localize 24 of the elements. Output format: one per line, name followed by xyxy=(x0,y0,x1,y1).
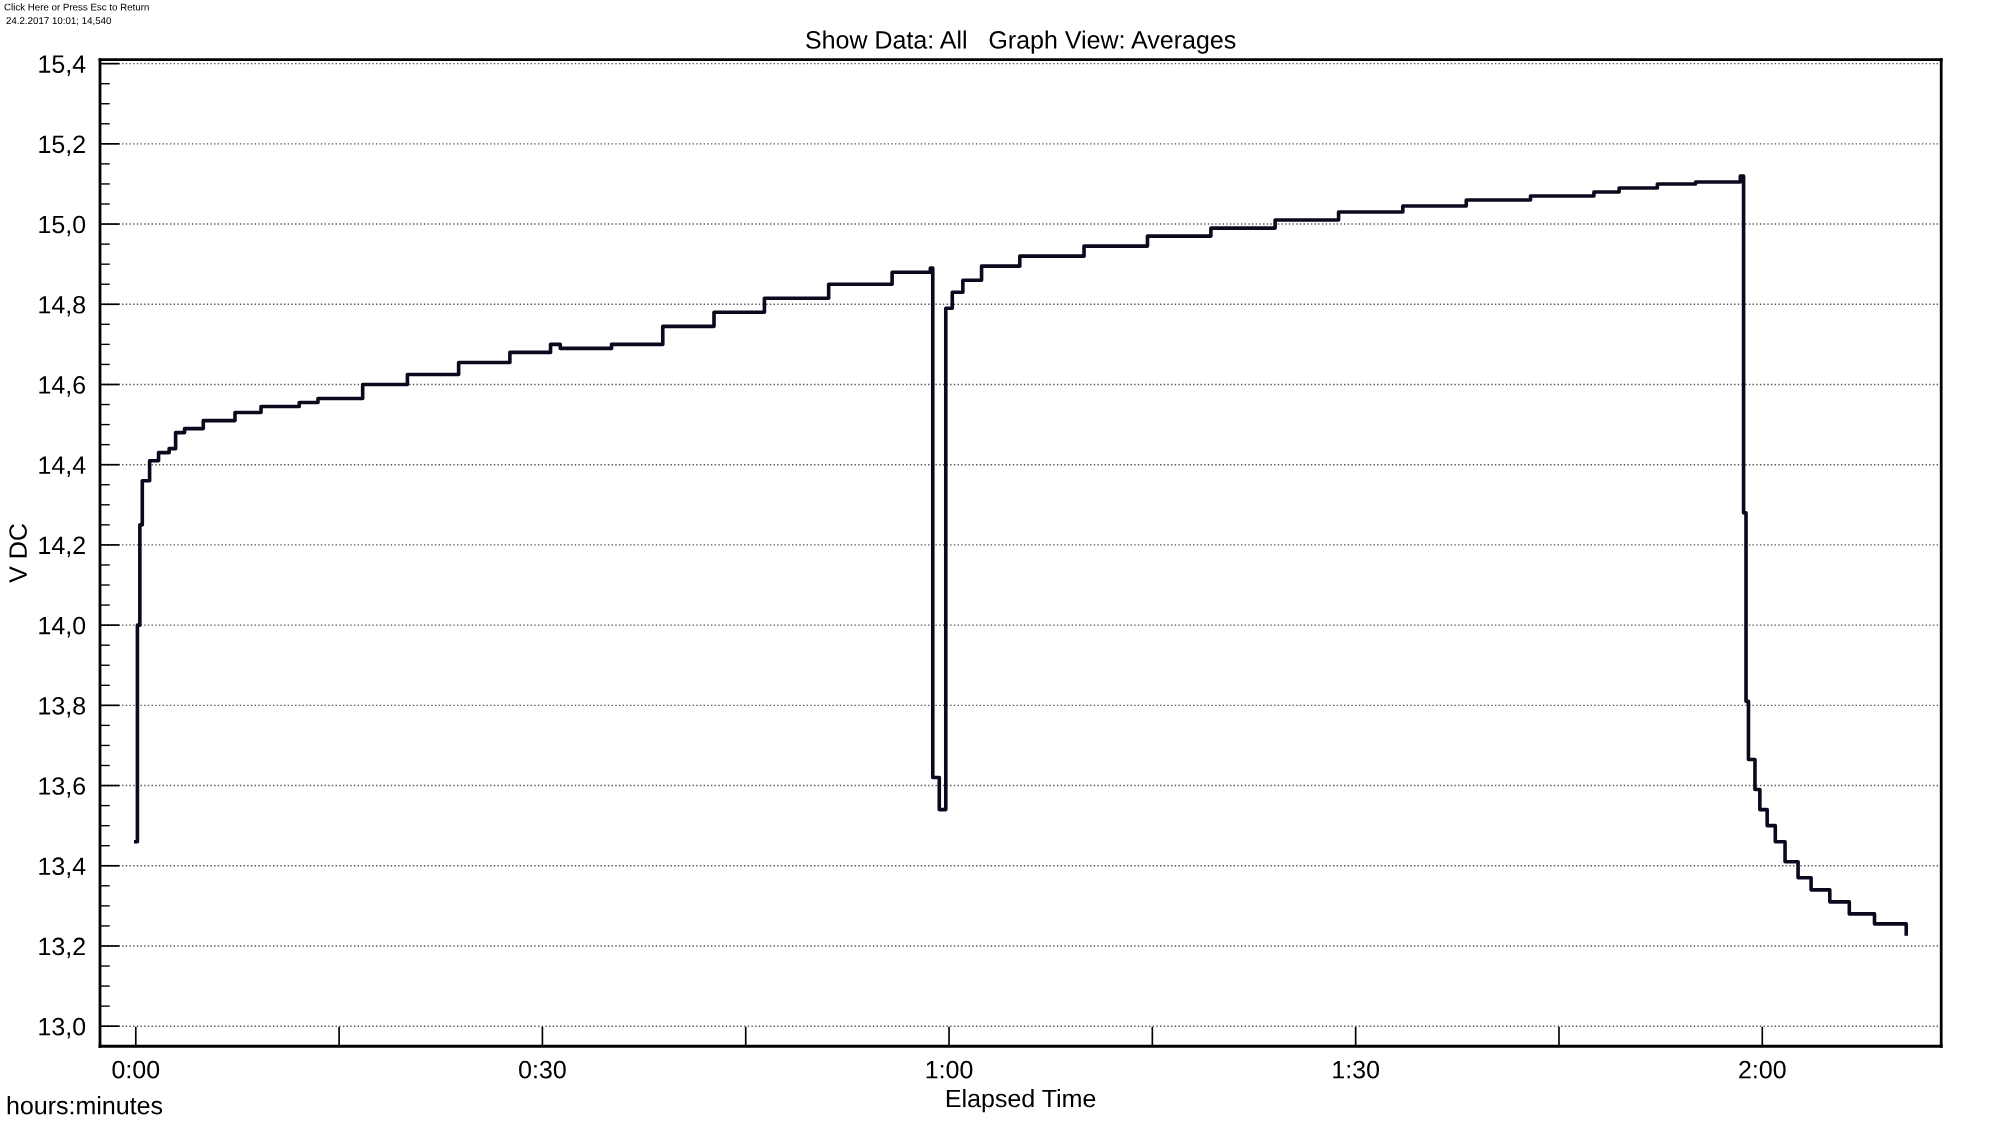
y-tick-label: 15,4 xyxy=(39,55,86,76)
y-tick-label: 14,0 xyxy=(39,616,86,638)
x-tick-label: 2:00 xyxy=(1739,1060,1786,1079)
text: 24.2.2017 10:01; 14,540 xyxy=(6,17,112,26)
x-tick-label: 1:30 xyxy=(1333,1060,1380,1079)
chart-title: Show Data: All Graph View: Averages xyxy=(806,30,1236,54)
y-tick-label: 14,2 xyxy=(39,536,85,558)
y-tick-label: 15,2 xyxy=(39,135,85,157)
y-tick-label: 13,8 xyxy=(39,696,86,718)
text: Click Here or Press Esc to Return xyxy=(4,3,149,11)
y-tick-label: 15,0 xyxy=(39,215,86,237)
text: hours:minutes xyxy=(7,1096,163,1115)
x-tick-label: 1:00 xyxy=(926,1060,973,1079)
y-tick-label: 13,4 xyxy=(39,857,86,879)
y-tick-label: 14,8 xyxy=(39,295,86,317)
y-tick-label: 13,0 xyxy=(39,1017,86,1039)
y-tick-label: 14,6 xyxy=(39,376,86,397)
y-tick-label: 13,2 xyxy=(39,937,85,959)
x-axis-title: Elapsed Time xyxy=(946,1089,1096,1113)
x-tick-label: 0:00 xyxy=(112,1060,160,1079)
x-tick-label: 0:30 xyxy=(519,1060,566,1079)
y-tick-label: 13,6 xyxy=(39,777,86,798)
y-axis-title: V DC xyxy=(9,524,27,583)
y-tick-label: 14,4 xyxy=(39,456,86,477)
